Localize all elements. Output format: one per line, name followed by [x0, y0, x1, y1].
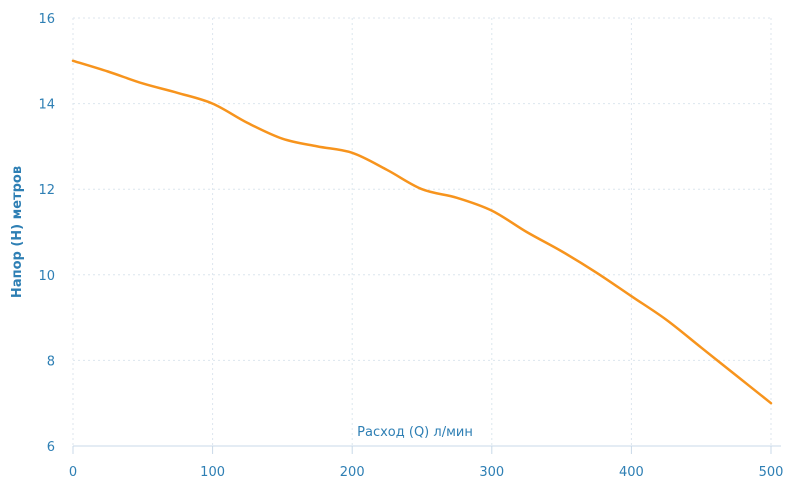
x-tick-label: 200 — [340, 465, 365, 480]
y-axis-label: Напор (H) метров — [10, 166, 25, 298]
x-tick-label: 0 — [69, 465, 77, 480]
x-tick-label: 100 — [200, 465, 225, 480]
y-axis-ticks: 6 8 10 12 14 16 — [38, 12, 55, 455]
x-tick-label: 300 — [479, 465, 504, 480]
grid-lines — [72, 17, 772, 446]
y-tick-label: 6 — [47, 440, 55, 455]
x-tick-label: 400 — [619, 465, 644, 480]
x-axis-ticks: 0 100 200 300 400 500 — [69, 446, 784, 480]
y-tick-label: 10 — [38, 269, 55, 284]
x-axis-label: Расход (Q) л/мин — [357, 425, 473, 440]
y-tick-label: 16 — [38, 12, 55, 27]
y-tick-label: 14 — [38, 98, 55, 113]
x-tick-label: 500 — [759, 465, 784, 480]
series-line — [71, 59, 773, 405]
y-tick-label: 8 — [47, 354, 55, 369]
y-tick-label: 12 — [38, 183, 55, 198]
